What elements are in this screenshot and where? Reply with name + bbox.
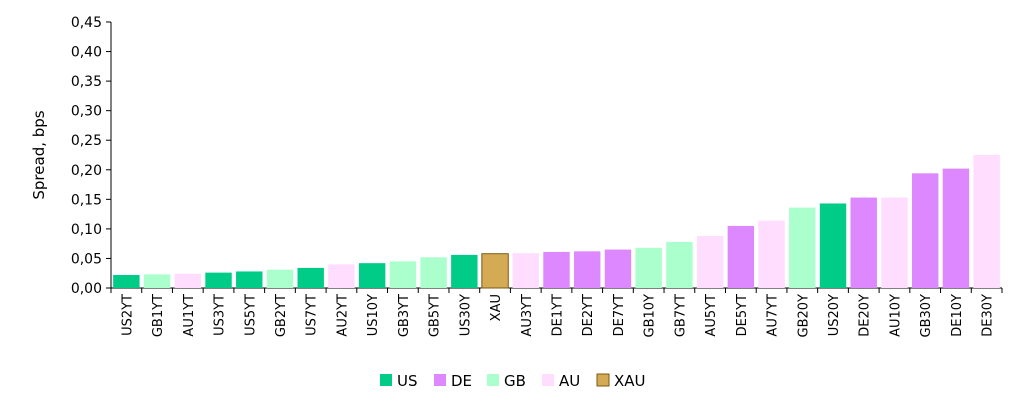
x-tick-label: GB30Y [919, 294, 934, 338]
bar-au3yt [512, 253, 539, 288]
x-tick-label: US7YT [305, 294, 320, 336]
y-tick-label: 0,45 [71, 15, 102, 31]
bar-gb7yt [666, 241, 693, 288]
y-axis: 0,00 0,05 0,10 0,15 0,20 0,25 0,30 0,35 0,40 0,45 [71, 15, 1002, 297]
legend-swatch-xau [596, 373, 610, 387]
bar-gb1yt [143, 274, 171, 288]
x-tick-label: XAU [489, 294, 504, 321]
x-tick-label: AU5YT [704, 294, 719, 337]
bar-gb10y [635, 247, 662, 288]
x-tick-label: GB3YT [397, 294, 412, 337]
x-tick-label: DE7YT [612, 294, 627, 336]
bar-au1yt [174, 273, 202, 288]
legend-label-de: DE [451, 372, 472, 390]
bar-us7yt [297, 267, 324, 288]
bar-au5yt [696, 235, 724, 288]
bar-us20y [819, 203, 847, 288]
x-tick-label: GB7YT [673, 294, 688, 337]
x-tick-label: AU10Y [888, 294, 903, 337]
legend-label-us: US [397, 372, 418, 390]
bar-us2yt [113, 275, 140, 288]
y-tick-label: 0,20 [71, 163, 102, 179]
x-tick-label: GB10Y [643, 294, 658, 338]
legend-swatch-gb [487, 374, 499, 386]
legend-swatch-us [380, 374, 392, 386]
y-axis-title: Spread, bps [30, 110, 48, 199]
x-tick-label: GB1YT [151, 294, 166, 337]
y-tick-label: 0,40 [71, 45, 102, 61]
x-tick-label: DE10Y [950, 294, 965, 337]
legend-swatch-au [542, 374, 554, 386]
x-tick-label: US5YT [243, 294, 258, 336]
x-tick-label: GB2YT [274, 294, 289, 337]
x-tick-label: US10Y [366, 294, 381, 336]
bar-au7yt [758, 220, 785, 288]
bar-de30y [973, 155, 1000, 288]
bar-gb20y [789, 207, 816, 288]
bar-us5yt [236, 271, 263, 288]
bar-gb2yt [266, 269, 294, 288]
x-tick-label: AU7YT [766, 294, 781, 337]
y-tick-label: 0,05 [71, 251, 102, 267]
bar-gb30y [911, 173, 939, 288]
y-tick-label: 0,00 [71, 281, 102, 297]
x-tick-label: GB20Y [796, 294, 811, 338]
bar-xau [481, 253, 509, 289]
x-tick-label: US3YT [213, 294, 228, 336]
legend-label-xau: XAU [614, 372, 646, 390]
legend-swatch-de [434, 374, 446, 386]
bar-au2yt [328, 264, 355, 288]
y-tick-label: 0,10 [71, 222, 102, 238]
bar-de2yt [574, 251, 601, 288]
bar-de5yt [727, 225, 755, 288]
bar-gb3yt [389, 261, 417, 288]
y-tick-label: 0,15 [71, 192, 102, 208]
legend-label-gb: GB [504, 372, 526, 390]
legend: US DE GB AU XAU [380, 372, 646, 390]
bars [113, 155, 1000, 289]
x-tick-label: DE1YT [551, 294, 566, 336]
bar-gb5yt [420, 257, 447, 288]
x-tick-label: DE5YT [735, 294, 750, 336]
x-tick-label: AU2YT [335, 294, 350, 337]
x-tick-label: US20Y [827, 294, 842, 336]
x-axis-labels: US2YT GB1YT AU1YT US3YT US5YT GB2YT US7YT AU2YT… [110, 288, 1003, 338]
x-tick-label: US30Y [458, 294, 473, 336]
x-tick-label: AU3YT [520, 294, 535, 337]
y-tick-label: 0,25 [71, 133, 102, 149]
bar-us3yt [205, 272, 232, 288]
y-tick-label: 0,30 [71, 104, 102, 120]
x-tick-label: DE2YT [581, 294, 596, 336]
x-tick-label: DE30Y [981, 294, 996, 337]
bar-de10y [942, 168, 970, 288]
x-tick-label: AU1YT [182, 294, 197, 337]
x-tick-label: US2YT [120, 294, 135, 336]
bar-us10y [358, 263, 386, 288]
bar-de7yt [604, 249, 632, 288]
bar-us30y [451, 254, 478, 288]
x-tick-label: GB5YT [428, 294, 443, 337]
legend-label-au: AU [559, 372, 580, 390]
bar-de1yt [543, 251, 570, 288]
x-tick-label: DE20Y [858, 294, 873, 337]
y-tick-label: 0,35 [71, 74, 102, 90]
bar-au10y [881, 197, 908, 288]
bar-de20y [850, 197, 877, 288]
